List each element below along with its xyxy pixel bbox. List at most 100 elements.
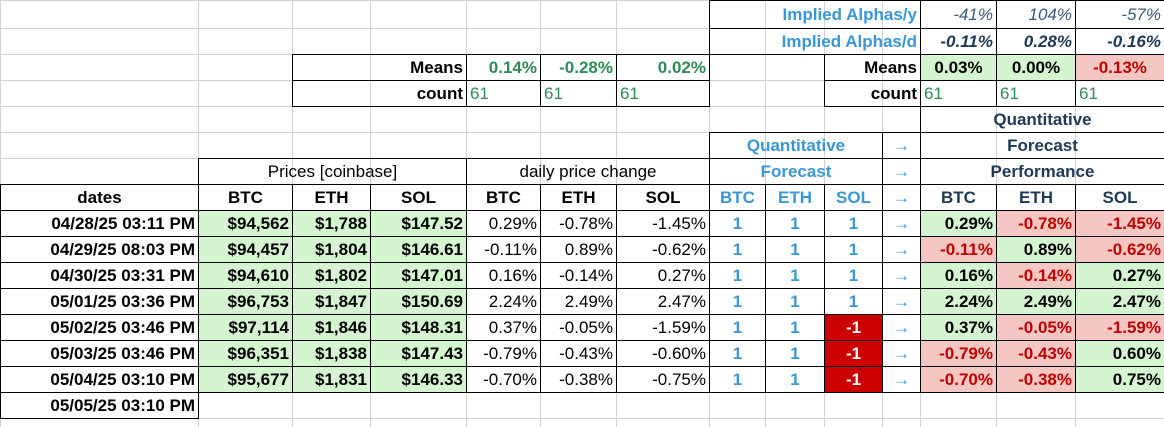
price: $95,677 xyxy=(198,366,293,393)
price-change: 2.47% xyxy=(616,288,710,315)
performance: -0.43% xyxy=(996,340,1076,367)
forecast: 1 xyxy=(765,236,825,263)
price-change: 2.49% xyxy=(540,288,617,315)
performance: 2.24% xyxy=(920,288,997,315)
price: $1,831 xyxy=(292,366,371,393)
price: $96,753 xyxy=(198,288,293,315)
summary-label: count xyxy=(292,80,467,107)
performance: 0.16% xyxy=(920,262,997,289)
price-change: -0.14% xyxy=(540,262,617,289)
summary-value: -0.28% xyxy=(540,54,617,81)
price-change: -1.45% xyxy=(616,210,710,237)
price: $147.01 xyxy=(370,262,467,289)
alpha-value: 104% xyxy=(996,0,1076,29)
header: Prices [coinbase] xyxy=(198,158,467,185)
price: $1,802 xyxy=(292,262,371,289)
price: $1,838 xyxy=(292,340,371,367)
price: $147.52 xyxy=(370,210,467,237)
forecast: 1 xyxy=(765,210,825,237)
performance: 0.60% xyxy=(1075,340,1164,367)
price: $1,804 xyxy=(292,236,371,263)
arrow: → xyxy=(882,236,921,263)
price-change: 0.37% xyxy=(466,314,541,341)
column-header: SOL xyxy=(370,184,467,211)
column-header: SOL xyxy=(616,184,710,211)
summary-value: 61 xyxy=(920,80,997,107)
grid-line xyxy=(0,28,1164,29)
performance: 2.47% xyxy=(1075,288,1164,315)
price: $148.31 xyxy=(370,314,467,341)
summary-value: 0.00% xyxy=(996,54,1076,81)
performance: -0.70% xyxy=(920,366,997,393)
alpha-value: -0.11% xyxy=(920,28,997,55)
arrow: → xyxy=(882,366,921,393)
summary-value: 61 xyxy=(540,80,617,107)
performance: 0.89% xyxy=(996,236,1076,263)
arrow: → xyxy=(882,210,921,237)
price-change: -0.79% xyxy=(466,340,541,367)
grid-line xyxy=(0,418,1164,419)
price: $146.61 xyxy=(370,236,467,263)
forecast: -1 xyxy=(824,340,883,367)
price: $97,114 xyxy=(198,314,293,341)
header: dates xyxy=(0,184,199,211)
forecast: 1 xyxy=(709,236,766,263)
forecast: 1 xyxy=(765,340,825,367)
performance: -0.38% xyxy=(996,366,1076,393)
summary-value: 61 xyxy=(996,80,1076,107)
performance: -1.45% xyxy=(1075,210,1164,237)
forecast: 1 xyxy=(824,236,883,263)
price: $94,562 xyxy=(198,210,293,237)
forecast: 1 xyxy=(709,288,766,315)
forecast: 1 xyxy=(709,262,766,289)
arrow: → xyxy=(882,132,921,159)
performance: 0.29% xyxy=(920,210,997,237)
performance: -0.11% xyxy=(920,236,997,263)
arrow: → xyxy=(882,184,921,211)
date: 05/04/25 03:10 PM xyxy=(0,366,199,393)
price: $1,788 xyxy=(292,210,371,237)
column-header: ETH xyxy=(292,184,371,211)
column-header: ETH xyxy=(996,184,1076,211)
performance: 0.37% xyxy=(920,314,997,341)
performance: -0.14% xyxy=(996,262,1076,289)
summary-value: 61 xyxy=(466,80,541,107)
price-change: -0.70% xyxy=(466,366,541,393)
price-change: 2.24% xyxy=(466,288,541,315)
forecast: 1 xyxy=(765,262,825,289)
summary-label: count xyxy=(824,80,921,107)
grid-line xyxy=(0,132,1164,133)
performance: -0.79% xyxy=(920,340,997,367)
header: Quantitative xyxy=(920,106,1164,133)
alpha-label: Implied Alphas/y xyxy=(709,0,921,29)
column-header: BTC xyxy=(198,184,293,211)
header: Performance xyxy=(920,158,1164,185)
forecast: 1 xyxy=(709,210,766,237)
date: 04/29/25 08:03 PM xyxy=(0,236,199,263)
column-header: BTC xyxy=(466,184,541,211)
price-change: -0.60% xyxy=(616,340,710,367)
grid-line xyxy=(0,0,1164,1)
column-header: SOL xyxy=(824,184,883,211)
date: 05/05/25 03:10 PM xyxy=(0,392,199,419)
price-change: -0.62% xyxy=(616,236,710,263)
column-header: ETH xyxy=(765,184,825,211)
price: $1,846 xyxy=(292,314,371,341)
alpha-value: -41% xyxy=(920,0,997,29)
forecast: 1 xyxy=(709,314,766,341)
performance: -0.62% xyxy=(1075,236,1164,263)
price: $147.43 xyxy=(370,340,467,367)
alpha-label: Implied Alphas/d xyxy=(709,28,921,55)
price-change: 0.89% xyxy=(540,236,617,263)
date: 05/01/25 03:36 PM xyxy=(0,288,199,315)
performance: 0.27% xyxy=(1075,262,1164,289)
forecast: 1 xyxy=(824,210,883,237)
price: $94,457 xyxy=(198,236,293,263)
performance: -1.59% xyxy=(1075,314,1164,341)
forecast: -1 xyxy=(824,314,883,341)
forecast: 1 xyxy=(765,314,825,341)
forecast: 1 xyxy=(765,288,825,315)
alpha-value: 0.28% xyxy=(996,28,1076,55)
price: $1,847 xyxy=(292,288,371,315)
